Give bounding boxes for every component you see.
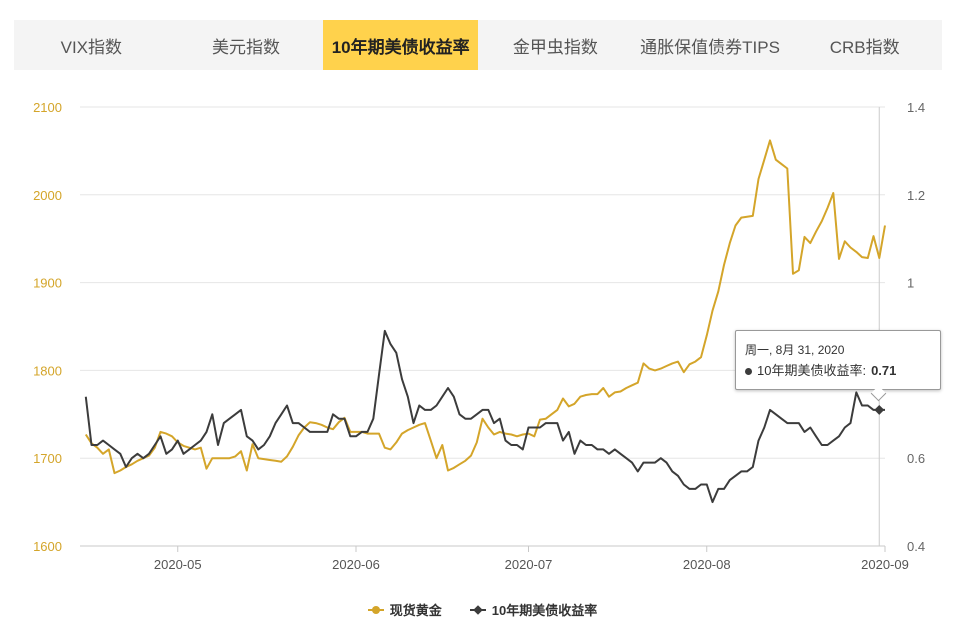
legend-item-yield[interactable]: 10年期美债收益率 (469, 600, 598, 619)
legend-item-gold[interactable]: 现货黄金 (367, 600, 442, 619)
y-left-tick-label: 1900 (33, 276, 62, 291)
x-tick-label: 2020-06 (332, 557, 380, 572)
y-left-tick-label: 1800 (33, 363, 62, 378)
series-lines (84, 139, 886, 504)
grid-lines (80, 106, 885, 547)
tab-crb-index[interactable]: CRB指数 (829, 37, 900, 57)
x-tick-label: 2020-05 (154, 557, 202, 572)
legend-label-yield: 10年期美债收益率 (491, 603, 598, 618)
x-tick-label: 2020-07 (505, 557, 553, 572)
diamond-marker-icon (469, 604, 486, 615)
tab-gold-bugs-index[interactable]: 金甲虫指数 (512, 37, 598, 57)
y-left-tick-label: 1700 (33, 451, 62, 466)
y-left-tick-label: 2100 (33, 100, 62, 115)
y-right-tick-label: 1.2 (907, 188, 925, 203)
gold-price-line (84, 139, 886, 475)
tooltip-date: 周一, 8月 31, 2020 (745, 343, 845, 357)
y-right-tick-label: 0.6 (907, 451, 925, 466)
hover-tooltip: 周一, 8月 31, 2020 10年期美债收益率: 0.71 (735, 330, 941, 402)
tooltip-series-name: 10年期美债收益率: (757, 363, 867, 378)
tab-dollar-index[interactable]: 美元指数 (212, 37, 280, 57)
axes: 1600 1700 1800 1900 2000 2100 0.4 0.6 1 1.2 1.4 202… (33, 100, 925, 572)
series-dot-icon (745, 368, 752, 376)
hover-point-marker (874, 404, 885, 415)
y-left-tick-label: 1600 (33, 539, 62, 554)
treasury-yield-line (84, 329, 885, 504)
dual-axis-line-chart: 1600 1700 1800 1900 2000 2100 0.4 0.6 1 1.2 1.4 202… (33, 100, 925, 572)
circle-marker-icon (367, 605, 384, 615)
legend-label-gold: 现货黄金 (389, 603, 442, 618)
y-left-tick-label: 2000 (33, 188, 62, 203)
chart-legend: 现货黄金 10年期美债收益率 (0, 600, 965, 619)
y-right-tick-label: 1 (907, 276, 914, 291)
tab-10y-treasury-yield[interactable]: 10年期美债收益率 (323, 20, 479, 70)
x-tick-label: 2020-08 (683, 557, 731, 572)
tooltip-value: 0.71 (871, 363, 897, 378)
tab-tips[interactable]: 通胀保值债券TIPS (640, 37, 780, 57)
tab-vix[interactable]: VIX指数 (60, 37, 123, 57)
x-tick-label: 2020-09 (861, 557, 909, 572)
y-right-tick-label: 0.4 (907, 539, 925, 554)
y-right-tick-label: 1.4 (907, 100, 925, 115)
tooltip-row: 10年期美债收益率: 0.71 (745, 360, 896, 379)
tab-bar: VIX指数 美元指数 10年期美债收益率 金甲虫指数 通胀保值债券TIPS CR… (14, 20, 942, 70)
